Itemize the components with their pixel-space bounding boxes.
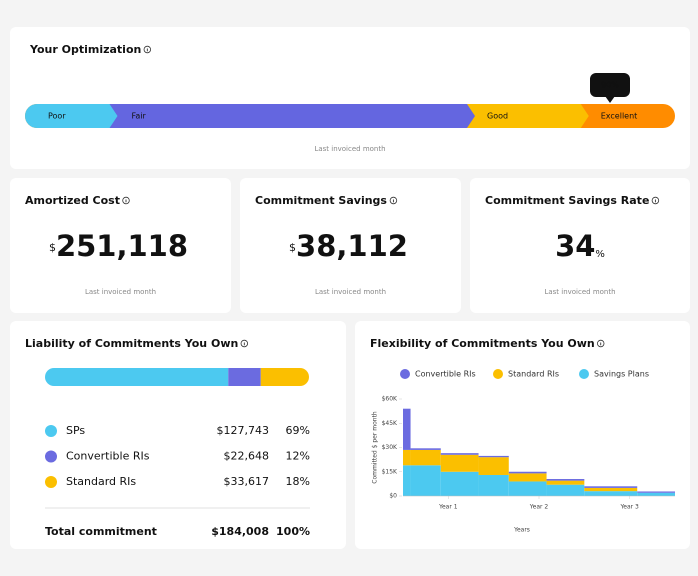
prefix: $ (49, 241, 56, 254)
step-area (546, 480, 585, 485)
info-icon (122, 196, 130, 205)
legend-label: Standard RIs (508, 370, 559, 379)
card (10, 27, 690, 169)
rating-label: Fair (132, 112, 147, 121)
legend-label: Savings Plans (594, 370, 649, 379)
note: Last invoiced month (314, 145, 385, 153)
y-tick-label: $0 (389, 493, 397, 500)
note: Last invoiced month (85, 288, 156, 296)
x-tick-label: Year 2 (529, 504, 549, 511)
rating-segment (25, 104, 49, 128)
legend-dot (400, 369, 410, 379)
step-area (637, 492, 675, 496)
legend-label: Convertible RIs (415, 370, 476, 379)
step-area (403, 465, 411, 496)
info-icon (143, 45, 152, 54)
stat-value: 38,112 (296, 229, 408, 263)
note: Last invoiced month (544, 288, 615, 296)
stat: $251,118 (49, 229, 188, 263)
step-area (584, 487, 638, 492)
step-area (410, 449, 441, 466)
step-area (508, 471, 547, 474)
row-amount: $127,743 (217, 424, 270, 437)
legend-dot (45, 450, 57, 463)
info-icon (389, 196, 398, 205)
title: Your Optimization (29, 43, 141, 56)
legend-dot (493, 369, 503, 379)
title: Amortized Cost (25, 194, 120, 207)
row-amount: $33,617 (224, 475, 270, 488)
title: Liability of Commitments You Own (25, 337, 238, 350)
legend-dot (45, 425, 57, 437)
total-share: 100% (276, 525, 310, 538)
row-share: 18% (286, 475, 310, 488)
rating-label: Good (487, 112, 508, 121)
x-axis-label: Years (513, 527, 530, 534)
step-area (546, 479, 585, 481)
step-area (478, 457, 509, 475)
y-tick-label: $30K (382, 444, 398, 451)
title: Commitment Savings (255, 194, 387, 207)
step-area (410, 448, 441, 450)
stat: 34% (555, 229, 605, 263)
step-area (478, 474, 509, 496)
step-area (508, 481, 547, 496)
title: Commitment Savings Rate (485, 194, 649, 207)
rating-label: Excellent (601, 112, 638, 121)
row-name: SPs (66, 424, 85, 437)
stat: $38,112 (289, 229, 408, 263)
step-area (584, 491, 638, 496)
step-area (546, 484, 585, 496)
stat-value: 34 (555, 229, 595, 263)
suffix: % (595, 249, 605, 260)
step-area (637, 491, 675, 493)
info-icon (240, 339, 249, 348)
tooltip-pointer (605, 96, 615, 103)
step-area (478, 455, 509, 458)
y-tick-label: $60K (382, 396, 398, 403)
step-area (410, 465, 441, 496)
legend-dot (579, 369, 589, 379)
total-label: Total commitment (45, 525, 157, 538)
bar-segment (45, 368, 229, 386)
step-area (403, 408, 411, 450)
row-amount: $22,648 (224, 450, 270, 463)
step-area (440, 454, 479, 472)
x-tick-label: Year 1 (438, 504, 458, 511)
step-area (403, 449, 411, 466)
bar-segment (228, 368, 261, 386)
card (470, 178, 690, 313)
row-name: Convertible RIs (66, 450, 150, 463)
step-area (508, 473, 547, 482)
title: Flexibility of Commitments You Own (370, 337, 595, 350)
rating-segment (467, 104, 589, 128)
y-tick-label: $45K (382, 420, 398, 427)
row-name: Standard RIs (66, 475, 136, 488)
y-tick-label: $15K (382, 468, 398, 475)
card (10, 178, 231, 313)
stat-value: 251,118 (56, 229, 188, 263)
total-amount: $184,008 (211, 525, 269, 538)
rating-label: Poor (48, 112, 66, 121)
y-axis-label: Committed $ per month (372, 411, 379, 484)
bar-segment (260, 368, 309, 386)
x-tick-label: Year 3 (619, 504, 639, 511)
step-area (440, 453, 479, 455)
legend-dot (45, 476, 57, 488)
rating-segment (37, 104, 118, 128)
info-icon (651, 196, 660, 205)
info-icon (597, 339, 605, 348)
tooltip (590, 73, 630, 97)
row-share: 69% (286, 424, 310, 437)
step-area (584, 486, 638, 488)
tooltip-label: 90% (601, 81, 619, 90)
note: Last invoiced month (315, 288, 386, 296)
rating-segment (109, 104, 475, 128)
row-share: 12% (286, 450, 310, 463)
card (240, 178, 461, 313)
step-area (440, 471, 479, 496)
prefix: $ (289, 241, 296, 254)
